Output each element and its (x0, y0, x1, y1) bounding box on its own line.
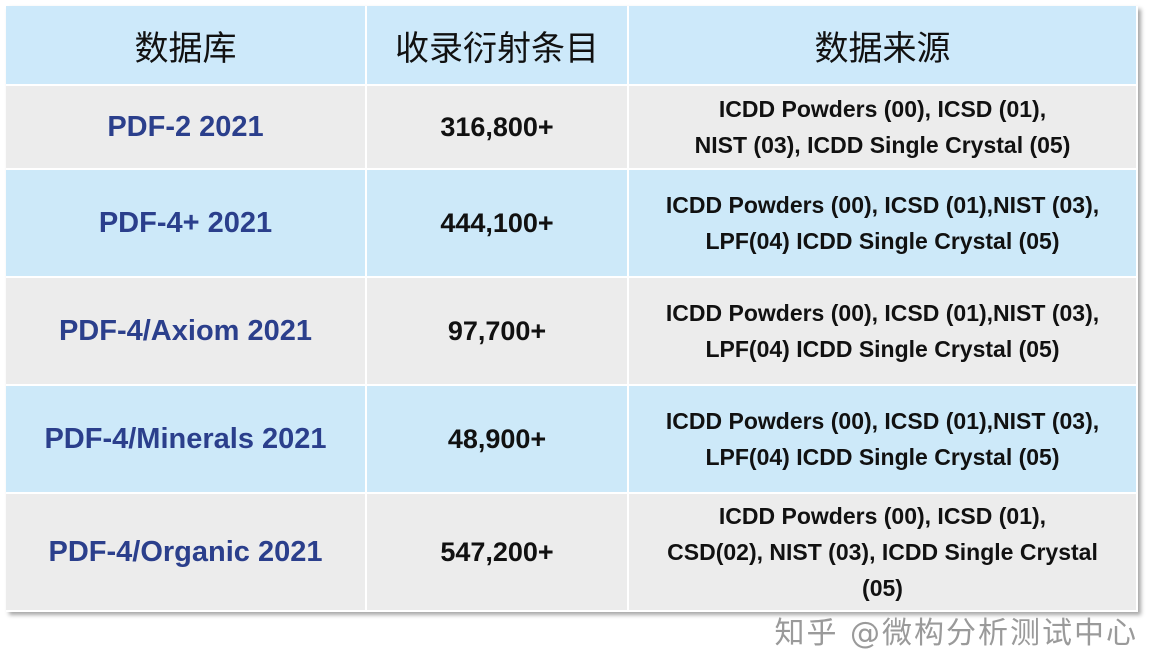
watermark: 知乎 @微构分析测试中心 (774, 616, 1138, 651)
row-name: PDF-4+ 2021 (6, 170, 367, 278)
row-source: ICDD Powders (00), ICSD (01), CSD(02), N… (629, 494, 1138, 612)
row-name: PDF-4/Axiom 2021 (6, 278, 367, 386)
row-source: ICDD Powders (00), ICSD (01), NIST (03),… (629, 86, 1138, 170)
header-entries: 收录衍射条目 (367, 6, 629, 86)
row-name: PDF-4/Organic 2021 (6, 494, 367, 612)
header-source: 数据来源 (629, 6, 1138, 86)
header-database: 数据库 (6, 6, 367, 86)
row-source: ICDD Powders (00), ICSD (01),NIST (03), … (629, 278, 1138, 386)
row-source: ICDD Powders (00), ICSD (01),NIST (03), … (629, 170, 1138, 278)
row-name: PDF-2 2021 (6, 86, 367, 170)
row-count: 547,200+ (367, 494, 629, 612)
database-table: 数据库 收录衍射条目 数据来源 PDF-2 2021 316,800+ ICDD… (6, 6, 1138, 612)
row-name: PDF-4/Minerals 2021 (6, 386, 367, 494)
row-count: 316,800+ (367, 86, 629, 170)
row-count: 97,700+ (367, 278, 629, 386)
row-count: 48,900+ (367, 386, 629, 494)
row-source: ICDD Powders (00), ICSD (01),NIST (03), … (629, 386, 1138, 494)
row-count: 444,100+ (367, 170, 629, 278)
